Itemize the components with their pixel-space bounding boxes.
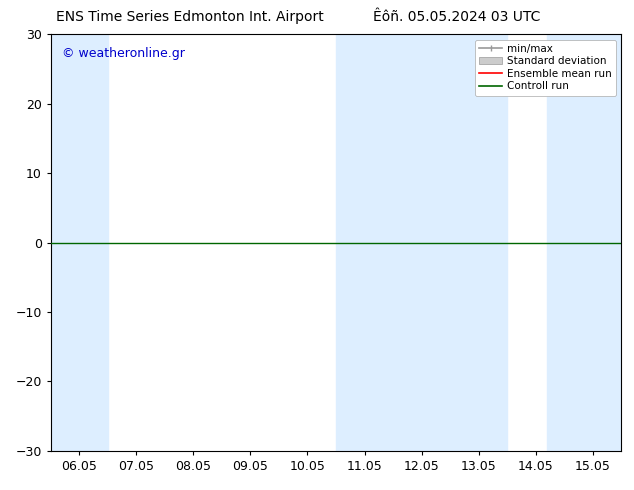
Legend: min/max, Standard deviation, Ensemble mean run, Controll run: min/max, Standard deviation, Ensemble me… <box>475 40 616 96</box>
Bar <box>51 34 108 451</box>
Text: ENS Time Series Edmonton Int. Airport: ENS Time Series Edmonton Int. Airport <box>56 10 324 24</box>
Bar <box>336 34 507 451</box>
Text: © weatheronline.gr: © weatheronline.gr <box>62 47 185 60</box>
Text: Êôñ. 05.05.2024 03 UTC: Êôñ. 05.05.2024 03 UTC <box>373 10 540 24</box>
Bar <box>547 34 621 451</box>
